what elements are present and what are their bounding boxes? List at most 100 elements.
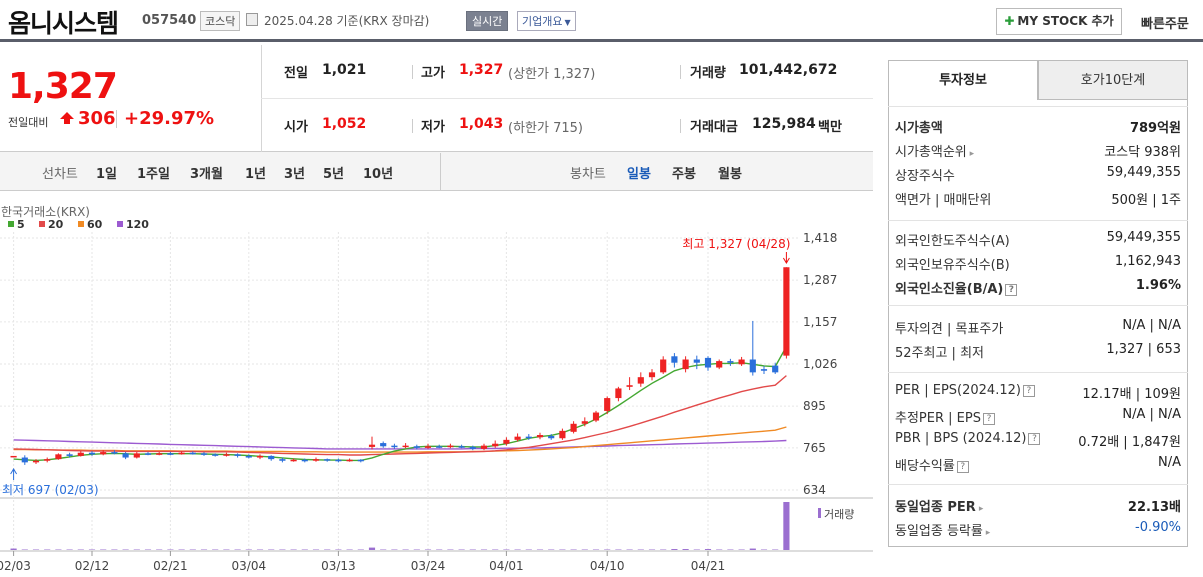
plus-icon: ✚ xyxy=(1004,14,1015,28)
period-tab-1d[interactable]: 1일 xyxy=(96,167,118,182)
candle-tab-daily[interactable]: 일봉 xyxy=(627,167,651,182)
period-tab-1w[interactable]: 1주일 xyxy=(137,167,170,182)
candle-body xyxy=(716,361,723,368)
candle-body xyxy=(66,454,73,456)
divider xyxy=(680,65,681,79)
help-icon[interactable]: ? xyxy=(982,412,995,425)
price-chart: 02/03 02/12 02/21 03/04 03/13 03/24 04/01 04/10… xyxy=(0,192,873,577)
change-label: 전일대비 xyxy=(8,116,49,129)
candle-body xyxy=(268,455,275,460)
divider xyxy=(412,65,413,79)
tab-invest-info[interactable]: 투자정보 xyxy=(888,60,1038,100)
invest-row: 외국인한도주식수(A) 59,449,355 xyxy=(895,230,1181,249)
candle-body xyxy=(693,359,700,363)
help-icon[interactable]: ? xyxy=(1005,283,1018,296)
invest-row: 외국인보유주식수(B) 1,162,943 xyxy=(895,254,1181,273)
invest-row[interactable]: 동일업종 PER ▸ 22.13배 xyxy=(895,496,1181,515)
legend-label: 60 xyxy=(87,218,103,231)
divider xyxy=(116,110,117,128)
quick-order-link[interactable]: 빠른주문 xyxy=(1141,17,1189,32)
legend-swatch xyxy=(117,221,123,227)
chart-tabs-bar xyxy=(0,152,873,191)
invest-row-label: PBR | BPS (2024.12)? xyxy=(895,431,1041,446)
realtime-button[interactable]: 실시간 xyxy=(466,11,509,31)
period-tab-1y[interactable]: 1년 xyxy=(245,167,267,182)
candle-chart-label: 봉차트 xyxy=(570,167,606,182)
tab-order-book[interactable]: 호가10단계 xyxy=(1038,60,1188,100)
candle-body xyxy=(738,359,745,365)
invest-row[interactable]: 동일업종 등락률 ▸ -0.90% xyxy=(895,520,1181,539)
up-arrow-icon xyxy=(60,112,74,124)
candle-body xyxy=(290,459,297,462)
help-icon[interactable]: ? xyxy=(956,460,969,473)
invest-row-value: N/A | N/A xyxy=(1122,318,1181,333)
low-label: 저가 xyxy=(421,120,445,135)
candle-body xyxy=(604,398,611,411)
upper-limit: (상한가 1,327) xyxy=(508,67,596,82)
candle-body xyxy=(648,372,656,378)
y-tick-label: 1,157 xyxy=(803,315,837,329)
y-tick-label: 765 xyxy=(803,441,826,455)
invest-row[interactable]: 시가총액순위 ▸ 코스닥 938위 xyxy=(895,141,1181,160)
prev-close-value: 1,021 xyxy=(322,62,367,78)
chevron-down-icon: ▼ xyxy=(564,18,571,27)
open-label: 시가 xyxy=(284,120,308,135)
invest-row-label: 액면가 | 매매단위 xyxy=(895,193,992,208)
candle-body xyxy=(256,455,264,458)
candle-body xyxy=(525,436,532,439)
candle-body xyxy=(380,443,387,447)
y-tick-label: 1,026 xyxy=(803,357,837,371)
low-value: 1,043 xyxy=(459,116,504,132)
candle-body xyxy=(223,454,230,456)
candle-body xyxy=(704,357,712,368)
candle-body xyxy=(570,423,577,432)
candle-body xyxy=(245,455,252,458)
chart-source: 한국거래소(KRX) xyxy=(1,205,90,219)
candle-body xyxy=(133,453,140,458)
invest-row-value: N/A | N/A xyxy=(1122,407,1181,422)
volume-label: 거래량 xyxy=(690,66,726,81)
company-overview-dropdown[interactable]: 기업개요 ▼ xyxy=(517,11,576,31)
invest-row-value: 1,327 | 653 xyxy=(1106,342,1181,357)
candle-body xyxy=(212,454,219,456)
candle-body xyxy=(391,445,398,448)
candle-body xyxy=(111,452,118,454)
period-tab-3y[interactable]: 3년 xyxy=(284,167,306,182)
divider xyxy=(888,484,1188,485)
invest-row-label: 투자의견 | 목표주가 xyxy=(895,322,1004,337)
change-percent: +29.97% xyxy=(124,108,215,129)
divider xyxy=(680,119,681,133)
invest-row: 추정PER | EPS? N/A | N/A xyxy=(895,407,1181,426)
x-tick-label: 02/03 xyxy=(0,559,31,573)
candle-body xyxy=(749,359,756,373)
candle-tab-weekly[interactable]: 주봉 xyxy=(672,167,696,182)
invest-row-label: 시가총액순위 ▸ xyxy=(895,145,975,160)
period-tab-3m[interactable]: 3개월 xyxy=(190,167,223,182)
help-icon[interactable]: ? xyxy=(1028,432,1041,445)
prev-close-label: 전일 xyxy=(284,66,308,81)
volume-legend-swatch xyxy=(818,508,821,518)
line-chart-label: 선차트 xyxy=(42,167,78,182)
candle-body xyxy=(368,444,376,447)
x-tick-label: 03/13 xyxy=(321,559,356,573)
invest-row-label: 외국인보유주식수(B) xyxy=(895,258,1010,273)
help-icon[interactable]: ? xyxy=(1022,384,1035,397)
invest-row: 시가총액 789억원 xyxy=(895,117,1181,136)
candle-body xyxy=(424,446,432,448)
candle-tab-monthly[interactable]: 월봉 xyxy=(718,167,742,182)
divider xyxy=(261,98,873,99)
market-badge: 코스닥 xyxy=(200,11,241,31)
candle-body xyxy=(88,452,96,455)
candle-body xyxy=(312,459,320,461)
candle-body xyxy=(760,369,768,371)
arrow-right-icon: ▸ xyxy=(982,528,991,538)
period-tab-10y[interactable]: 10년 xyxy=(363,167,394,182)
invest-row-value: 코스닥 938위 xyxy=(1104,145,1181,160)
candle-body xyxy=(559,430,566,439)
candle-body xyxy=(10,455,17,458)
candle-body xyxy=(682,359,689,370)
period-tab-5y[interactable]: 5년 xyxy=(323,167,345,182)
add-mystock-button[interactable]: ✚ MY STOCK 추가 xyxy=(996,8,1122,35)
candle-body xyxy=(156,453,163,455)
invest-row-value: 59,449,355 xyxy=(1106,230,1181,245)
